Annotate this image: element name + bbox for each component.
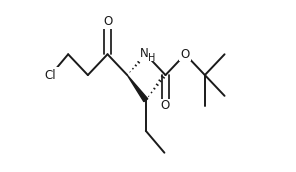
FancyBboxPatch shape xyxy=(41,67,60,83)
Text: O: O xyxy=(181,48,190,61)
FancyBboxPatch shape xyxy=(179,47,191,61)
Text: H: H xyxy=(148,53,155,63)
FancyBboxPatch shape xyxy=(159,99,172,113)
Polygon shape xyxy=(127,75,148,102)
FancyBboxPatch shape xyxy=(101,14,114,29)
Text: N: N xyxy=(140,47,149,60)
FancyBboxPatch shape xyxy=(138,47,154,61)
Text: Cl: Cl xyxy=(45,69,57,82)
Text: O: O xyxy=(103,15,112,28)
Text: O: O xyxy=(161,99,170,112)
